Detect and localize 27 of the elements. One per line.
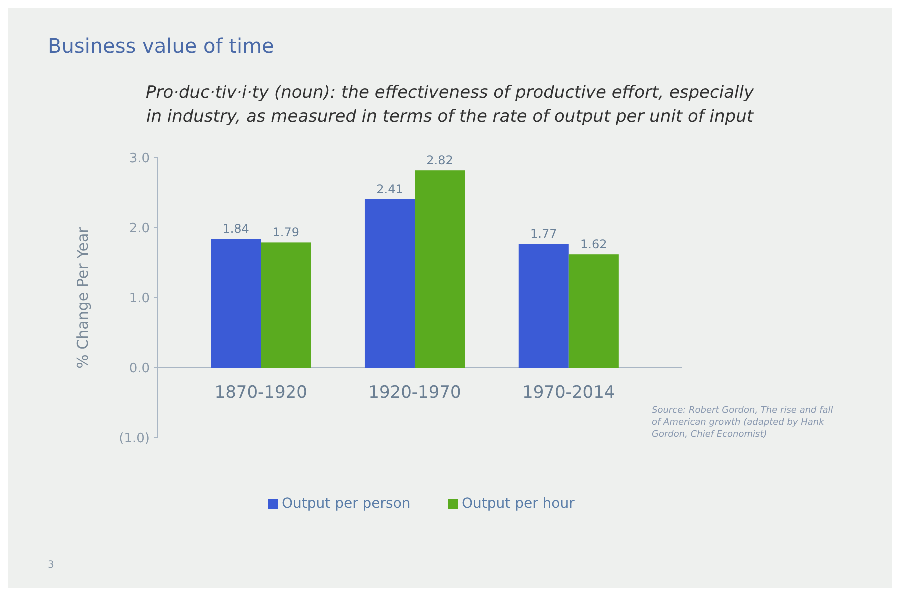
y-tick-label: 0.0 [129,362,150,377]
y-tick-label: 2.0 [129,222,150,237]
bar [568,254,619,368]
x-tick-label: 1870-1920 [214,383,308,403]
bar [261,242,312,368]
y-tick-label: 3.0 [129,152,150,167]
data-label: 2.82 [426,154,454,168]
chart-title: Business value of time [48,34,274,58]
data-label: 1.62 [580,238,608,252]
legend-label: Output per person [282,496,411,512]
data-label: 1.84 [222,222,250,236]
x-tick-label: 1920-1970 [368,383,462,403]
chart-subtitle: Pro·duc·tiv·i·ty (noun): the effectiveness of productive effort, especially in industry, as measured in terms of the rate of output per unit of input [146,83,755,127]
data-label: 1.77 [530,227,558,242]
annotation: Source: Robert Gordon, The rise and fall of American growth (adapted by Hank Gordon, Chief Economist) [652,406,834,440]
legend-label: Output per hour [462,496,576,512]
x-tick-label: 1970-2014 [522,383,616,403]
bar [211,239,262,368]
y-tick-label: 1.0 [129,292,150,307]
y-tick-label: (1.0) [119,432,150,447]
bar [518,244,569,368]
bar [415,170,466,368]
y-axis-title: % Change Per Year [74,226,92,369]
bar [364,199,415,368]
data-label: 2.41 [376,182,404,196]
data-label: 1.79 [272,226,300,240]
text: 3 [48,560,54,571]
